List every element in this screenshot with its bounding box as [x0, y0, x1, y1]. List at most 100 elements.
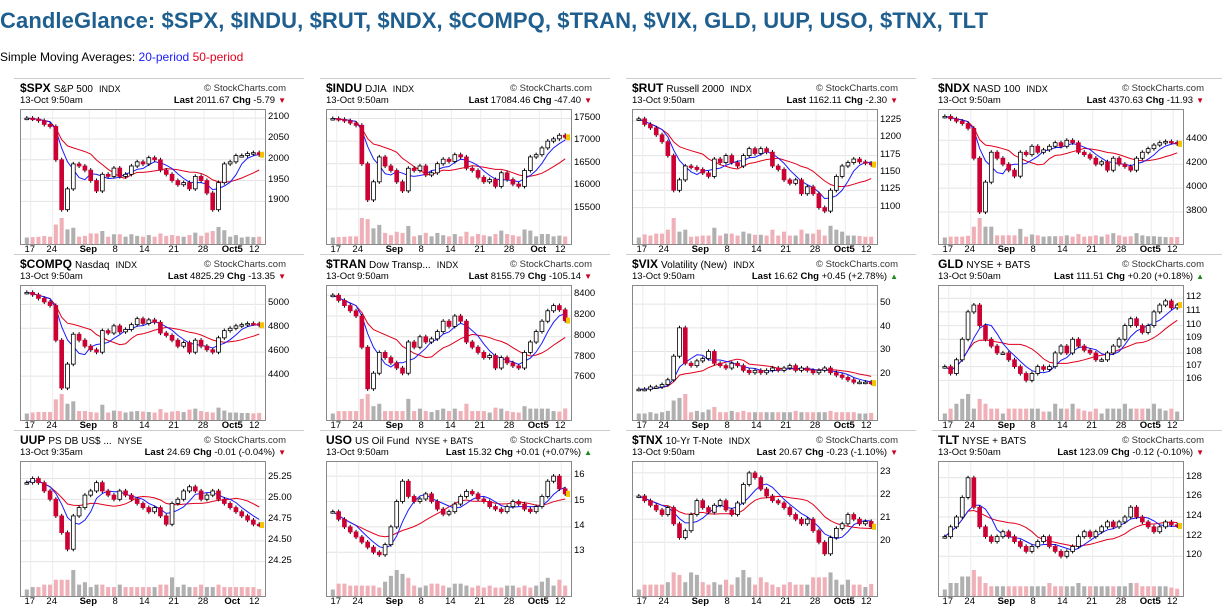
- chg-label: Chg: [533, 95, 552, 106]
- volume-bar: [764, 412, 769, 420]
- candle-body: [528, 341, 533, 353]
- y-tick-label: 40: [880, 320, 891, 332]
- price-chart[interactable]: [326, 285, 572, 421]
- price-chart[interactable]: [326, 109, 572, 245]
- panel-symbol[interactable]: UUP: [20, 433, 46, 447]
- price-chart[interactable]: [20, 285, 266, 421]
- candle-body: [671, 355, 676, 381]
- panel-symbol[interactable]: $INDU: [326, 81, 363, 95]
- price-chart[interactable]: [632, 109, 878, 245]
- chart-panel[interactable]: $NDX NASD 100 INDX © StockCharts.com 13-Oct …: [932, 78, 1222, 255]
- volume-bar: [1105, 408, 1110, 420]
- candle-body: [406, 480, 411, 497]
- volume-bar: [400, 573, 405, 596]
- candle-body: [665, 141, 671, 157]
- panel-symbol[interactable]: $RUT: [632, 81, 664, 95]
- candlestick-chart: [327, 462, 571, 596]
- volume-bar: [406, 398, 411, 420]
- candle-body: [481, 352, 487, 359]
- x-tick-label: 12: [860, 244, 872, 255]
- x-tick-label: 12: [1166, 420, 1178, 431]
- volume-bar: [1088, 411, 1093, 420]
- candle-body: [1145, 148, 1151, 153]
- last-label: Last: [173, 95, 194, 106]
- x-tick-label: 14: [1057, 420, 1068, 431]
- candle-body: [1157, 304, 1163, 313]
- chart-panel[interactable]: UUP PS DB US$ ... NYSE © StockCharts.com 13-…: [14, 430, 304, 607]
- price-chart[interactable]: [632, 461, 878, 597]
- panel-symbol[interactable]: TLT: [938, 433, 960, 447]
- volume-bar: [1122, 586, 1127, 596]
- candle-body: [839, 165, 845, 177]
- x-tick-label: 12: [860, 596, 872, 607]
- panel-symbol[interactable]: $TNX: [632, 433, 663, 447]
- chart-panel[interactable]: $TRAN Dow Transp... INDX © StockCharts.com 1…: [320, 254, 610, 431]
- chart-panel[interactable]: $INDU DJIA INDX © StockCharts.com 13-Oct 9:5…: [320, 78, 610, 255]
- volume-bar: [1053, 586, 1058, 596]
- y-tick-label: 1200: [880, 131, 902, 143]
- panel-symbol[interactable]: $TRAN: [326, 257, 367, 271]
- chart-panel[interactable]: USO US Oil Fund NYSE + BATS © StockCharts.c…: [320, 430, 610, 607]
- candle-body: [100, 482, 105, 492]
- panel-symbol[interactable]: USO: [326, 433, 353, 447]
- volume-bar: [170, 235, 175, 244]
- price-chart[interactable]: [938, 109, 1184, 245]
- candle-body: [1151, 144, 1157, 150]
- candle-body: [659, 134, 665, 143]
- panel-symbol[interactable]: $NDX: [938, 81, 971, 95]
- candle-body: [163, 169, 169, 175]
- candle-body: [700, 500, 706, 509]
- candle-body: [353, 122, 359, 126]
- panel-symbol[interactable]: GLD: [938, 257, 964, 271]
- last-value: 8155.79: [490, 271, 526, 282]
- panel-quote: 13-Oct 9:35am Last 24.69 Chg -0.01 (-0.04…: [20, 447, 300, 459]
- chart-panel[interactable]: $RUT Russell 2000 INDX © StockCharts.com 13-…: [626, 78, 916, 255]
- volume-bar: [204, 412, 209, 420]
- panel-symbol[interactable]: $VIX: [632, 257, 659, 271]
- panel-name: Volatility (New): [661, 260, 728, 271]
- candle-body: [227, 503, 233, 508]
- y-tick-label: 3800: [1186, 205, 1208, 217]
- candle-body: [1064, 550, 1070, 557]
- panel-header: UUP PS DB US$ ... NYSE © StockCharts.com: [20, 433, 300, 448]
- price-chart[interactable]: [20, 461, 266, 597]
- volume-bar: [1111, 408, 1116, 420]
- price-chart[interactable]: [326, 461, 572, 597]
- candle-body: [770, 367, 775, 371]
- candle-body: [516, 183, 522, 187]
- chart-panel[interactable]: GLD NYSE + BATS © StockCharts.com 13-Oct 9:…: [932, 254, 1222, 431]
- chart-panel[interactable]: $COMPQ Nasdaq INDX © StockCharts.com 13-Oct …: [14, 254, 304, 431]
- candle-body: [481, 498, 487, 502]
- volume-bar: [636, 589, 641, 596]
- candle-body: [562, 309, 568, 321]
- x-tick-label: 8: [418, 420, 424, 431]
- candle-body: [764, 148, 769, 153]
- y-tick-label: 14: [574, 519, 585, 531]
- chart-panel[interactable]: $TNX 10-Yr T-Note INDX © StockCharts.com 13-…: [626, 430, 916, 607]
- candle-body: [834, 176, 839, 191]
- chart-panel[interactable]: $SPX S&P 500 INDX © StockCharts.com 13-Oct 9…: [14, 78, 304, 255]
- price-chart[interactable]: [938, 461, 1184, 597]
- candle-body: [1018, 151, 1023, 177]
- price-chart[interactable]: [938, 285, 1184, 421]
- chart-panel[interactable]: $VIX Volatility (New) INDX © StockCharts.co…: [626, 254, 916, 431]
- chart-panel[interactable]: TLT NYSE + BATS © StockCharts.com 13-Oct 9:…: [932, 430, 1222, 607]
- panel-symbol[interactable]: $COMPQ: [20, 257, 73, 271]
- price-chart[interactable]: [20, 109, 266, 245]
- candle-body: [988, 536, 994, 542]
- x-axis: 17 24 Sep 8 14 21 28 Oct5 12: [20, 244, 266, 256]
- candle-body: [210, 192, 216, 211]
- candle-body: [758, 148, 764, 154]
- candle-body: [82, 339, 88, 347]
- candle-body: [1163, 141, 1168, 144]
- volume-bar: [828, 410, 833, 420]
- volume-bar: [129, 411, 134, 420]
- panel-symbol[interactable]: $SPX: [20, 81, 51, 95]
- panel-exchange: INDX: [1026, 84, 1048, 94]
- candle-body: [799, 518, 804, 525]
- candle-body: [983, 526, 988, 538]
- price-chart[interactable]: [632, 285, 878, 421]
- volume-bar: [111, 410, 116, 420]
- x-tick-label: 14: [445, 420, 456, 431]
- candle-body: [1047, 536, 1052, 547]
